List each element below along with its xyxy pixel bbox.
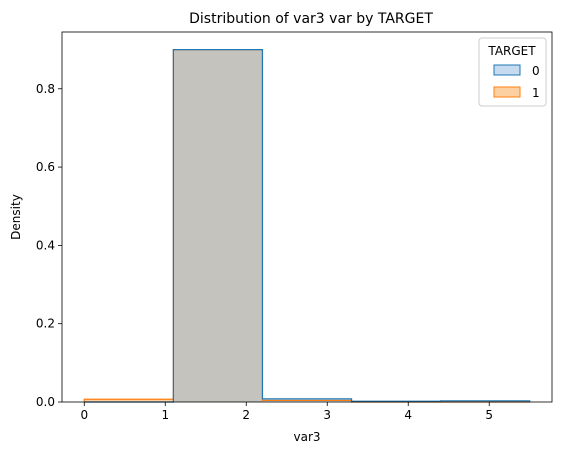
- x-tick-label: 5: [485, 408, 493, 422]
- legend-swatch-0: [493, 64, 521, 76]
- y-axis-label: Density: [9, 194, 23, 240]
- legend: TARGET 0 1: [478, 37, 547, 107]
- y-tick-label: 0.6: [36, 160, 55, 174]
- hist-outline-0: [84, 49, 531, 403]
- legend-swatch-1: [493, 86, 521, 98]
- x-tick-label: 4: [404, 408, 412, 422]
- legend-label-1: 1: [532, 86, 540, 100]
- y-tick-label: 0.2: [36, 317, 55, 331]
- x-tick-label: 0: [80, 408, 88, 422]
- bars-layer: [83, 49, 531, 403]
- legend-title: TARGET: [487, 44, 536, 58]
- x-axis-label: var3: [293, 430, 320, 444]
- y-tick-label: 0.0: [36, 395, 55, 409]
- plot-area: [62, 32, 552, 402]
- x-axis: 0 1 2 3 4 5: [80, 402, 493, 422]
- plot-frame: [61, 31, 553, 403]
- x-tick-label: 2: [242, 408, 250, 422]
- legend-label-0: 0: [532, 64, 540, 78]
- y-axis: 0.0 0.2 0.4 0.6 0.8: [36, 82, 62, 409]
- x-tick-label: 1: [161, 408, 169, 422]
- hist-bar-0-1: [173, 49, 263, 402]
- y-tick-label: 0.8: [36, 82, 55, 96]
- hist-bar-1-0: [84, 399, 174, 402]
- y-tick-label: 0.4: [36, 238, 55, 252]
- chart-title: Distribution of var3 var by TARGET: [189, 11, 433, 27]
- x-tick-label: 3: [323, 408, 331, 422]
